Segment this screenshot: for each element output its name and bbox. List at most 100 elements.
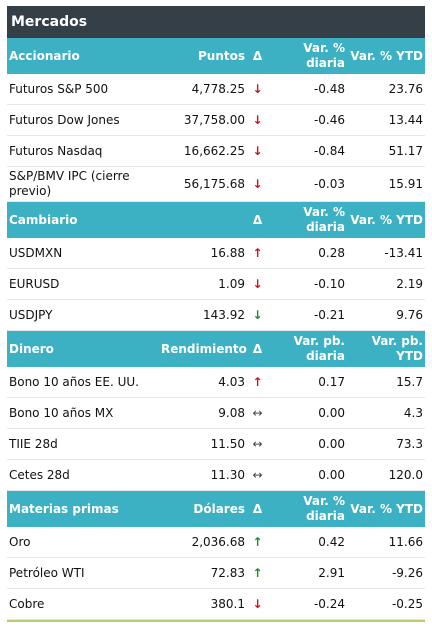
table-row: Futuros S&P 500 4,778.25 ↓ -0.48 23.76	[7, 74, 425, 105]
instrument-value: 143.92	[159, 299, 247, 331]
daily-change: -0.84	[268, 135, 347, 167]
instrument-value: 72.83	[159, 557, 247, 589]
arrow-down-red-icon: ↓	[247, 588, 268, 620]
ytd-change: 51.17	[347, 135, 425, 167]
panel-title: Mercados	[7, 6, 425, 38]
bottom-divider	[7, 620, 425, 622]
ytd-change-header: Var. % YTD	[347, 38, 425, 74]
ytd-change-header: Var. pb. YTD	[347, 330, 425, 367]
section-header: Accionario Puntos Δ Var. % diaria Var. % YTD	[7, 38, 425, 74]
daily-change-header: Var. % diaria	[268, 490, 347, 527]
ytd-change: -0.25	[347, 588, 425, 620]
ytd-change: 120.0	[347, 459, 425, 491]
arrow-down-green-icon: ↓	[247, 299, 268, 331]
arrow-flat-icon: ↔	[247, 397, 268, 429]
instrument-name: USDJPY	[7, 299, 159, 331]
instrument-name: Bono 10 años EE. UU.	[7, 367, 159, 398]
ytd-change-header: Var. % YTD	[347, 490, 425, 527]
instrument-name: Futuros Dow Jones	[7, 104, 159, 136]
section-name-header: Accionario	[7, 38, 159, 74]
daily-change: -0.46	[268, 104, 347, 136]
table-row: S&P/BMV IPC (cierre previo) 56,175.68 ↓ -0.…	[7, 166, 425, 202]
instrument-name: EURUSD	[7, 268, 159, 300]
table-row: Futuros Dow Jones 37,758.00 ↓ -0.46 13.44	[7, 104, 425, 136]
table-row: Petróleo WTI 72.83 ↑ 2.91 -9.26	[7, 557, 425, 589]
arrow-down-red-icon: ↓	[247, 74, 268, 105]
daily-change: -0.10	[268, 268, 347, 300]
instrument-name: Oro	[7, 527, 159, 558]
instrument-value: 380.1	[159, 588, 247, 620]
daily-change: 0.42	[268, 527, 347, 558]
daily-change: -0.24	[268, 588, 347, 620]
table-row: Cobre 380.1 ↓ -0.24 -0.25	[7, 588, 425, 620]
value-header: Dólares	[159, 490, 247, 527]
arrow-flat-icon: ↔	[247, 428, 268, 460]
arrow-down-red-icon: ↓	[247, 268, 268, 300]
instrument-value: 37,758.00	[159, 104, 247, 136]
instrument-value: 1.09	[159, 268, 247, 300]
instrument-name: Petróleo WTI	[7, 557, 159, 589]
instrument-value: 56,175.68	[159, 166, 247, 202]
ytd-change: 23.76	[347, 74, 425, 105]
instrument-name: Futuros Nasdaq	[7, 135, 159, 167]
table-row: EURUSD 1.09 ↓ -0.10 2.19	[7, 268, 425, 300]
daily-change: 0.17	[268, 367, 347, 398]
instrument-name: Cobre	[7, 588, 159, 620]
instrument-name: Futuros S&P 500	[7, 74, 159, 105]
instrument-name: S&P/BMV IPC (cierre previo)	[7, 166, 159, 202]
arrow-up-green-icon: ↑	[247, 557, 268, 589]
instrument-value: 9.08	[159, 397, 247, 429]
section-header: Cambiario Δ Var. % diaria Var. % YTD	[7, 201, 425, 238]
markets-panel: Mercados Accionario Puntos Δ Var. % diaria V…	[7, 6, 425, 622]
instrument-value: 16.88	[159, 238, 247, 269]
instrument-name: Cetes 28d	[7, 459, 159, 491]
instrument-value: 11.30	[159, 459, 247, 491]
table-row: Oro 2,036.68 ↑ 0.42 11.66	[7, 527, 425, 558]
arrow-flat-icon: ↔	[247, 459, 268, 491]
instrument-value: 2,036.68	[159, 527, 247, 558]
section-header: Materias primas Dólares Δ Var. % diaria Var.…	[7, 490, 425, 527]
arrow-down-red-icon: ↓	[247, 135, 268, 167]
daily-change: 0.00	[268, 428, 347, 460]
instrument-value: 16,662.25	[159, 135, 247, 167]
ytd-change: 11.66	[347, 527, 425, 558]
ytd-change-header: Var. % YTD	[347, 201, 425, 238]
delta-header: Δ	[247, 38, 268, 74]
section-name-header: Cambiario	[7, 201, 159, 238]
ytd-change: -13.41	[347, 238, 425, 269]
table-row: Bono 10 años EE. UU. 4.03 ↑ 0.17 15.7	[7, 367, 425, 398]
daily-change: 0.00	[268, 459, 347, 491]
daily-change-header: Var. % diaria	[268, 38, 347, 74]
arrow-up-green-icon: ↑	[247, 527, 268, 558]
delta-header: Δ	[247, 490, 268, 527]
section-header: Dinero Rendimiento Δ Var. pb. diaria Var. pb…	[7, 330, 425, 367]
instrument-name: Bono 10 años MX	[7, 397, 159, 429]
daily-change: -0.21	[268, 299, 347, 331]
ytd-change: 2.19	[347, 268, 425, 300]
ytd-change: 15.7	[347, 367, 425, 398]
markets-table-body: Accionario Puntos Δ Var. % diaria Var. % YTD…	[7, 38, 425, 620]
daily-change-header: Var. pb. diaria	[268, 330, 347, 367]
daily-change: 0.00	[268, 397, 347, 429]
arrow-down-red-icon: ↓	[247, 166, 268, 202]
instrument-value: 4,778.25	[159, 74, 247, 105]
value-header: Puntos	[159, 38, 247, 74]
table-row: Cetes 28d 11.30 ↔ 0.00 120.0	[7, 459, 425, 491]
daily-change: 0.28	[268, 238, 347, 269]
ytd-change: 73.3	[347, 428, 425, 460]
delta-header: Δ	[247, 201, 268, 238]
table-row: TIIE 28d 11.50 ↔ 0.00 73.3	[7, 428, 425, 460]
table-row: USDMXN 16.88 ↑ 0.28 -13.41	[7, 238, 425, 269]
table-row: USDJPY 143.92 ↓ -0.21 9.76	[7, 299, 425, 331]
arrow-up-red-icon: ↑	[247, 238, 268, 269]
arrow-down-red-icon: ↓	[247, 104, 268, 136]
instrument-value: 11.50	[159, 428, 247, 460]
ytd-change: 15.91	[347, 166, 425, 202]
table-row: Futuros Nasdaq 16,662.25 ↓ -0.84 51.17	[7, 135, 425, 167]
daily-change-header: Var. % diaria	[268, 201, 347, 238]
ytd-change: 13.44	[347, 104, 425, 136]
section-name-header: Materias primas	[7, 490, 159, 527]
daily-change: 2.91	[268, 557, 347, 589]
value-header	[159, 201, 247, 238]
ytd-change: 9.76	[347, 299, 425, 331]
